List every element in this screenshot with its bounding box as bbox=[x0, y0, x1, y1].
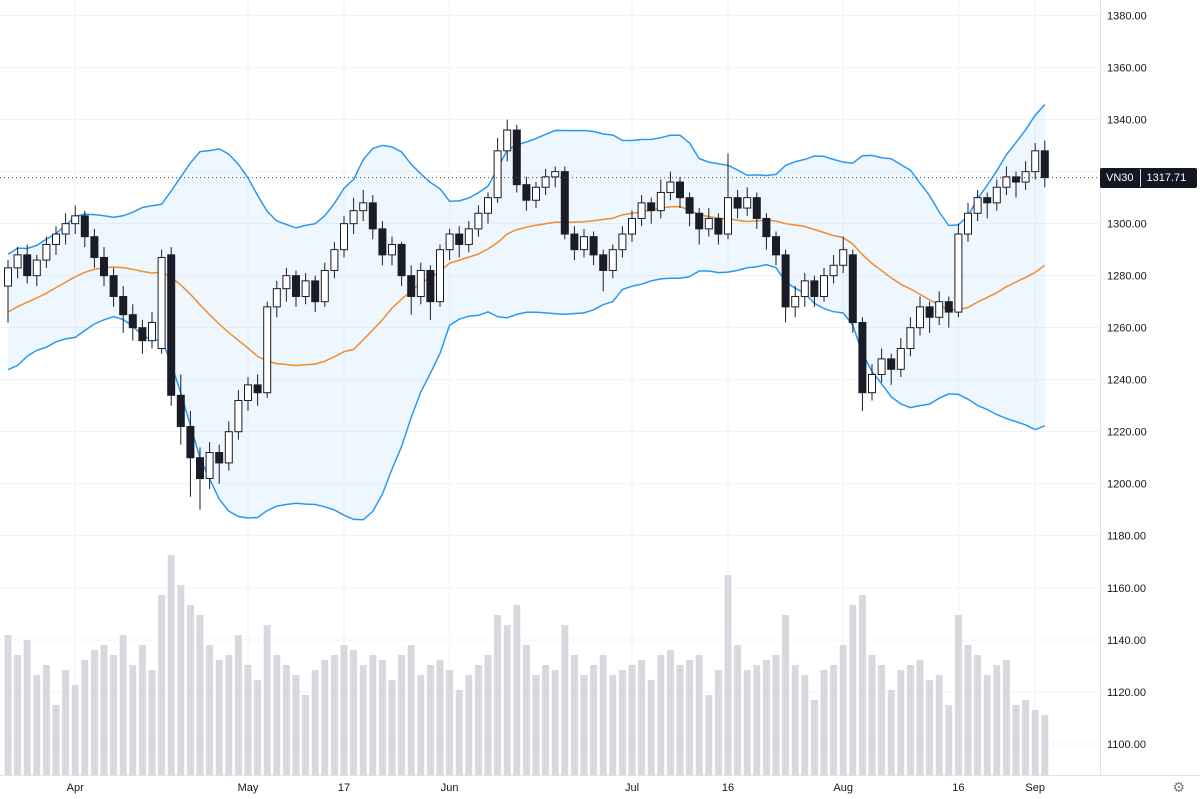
price-tick-label: 1140.00 bbox=[1107, 635, 1146, 647]
candle-series bbox=[4, 119, 1049, 510]
price-tick-label: 1280.00 bbox=[1107, 271, 1147, 283]
time-tick-label: Aug bbox=[833, 782, 853, 794]
last-price-badge: VN30 1317.71 bbox=[1100, 167, 1197, 188]
time-tick-label: Apr bbox=[67, 782, 84, 794]
bollinger-upper-line bbox=[7, 103, 1046, 255]
time-tick-label: 16 bbox=[952, 782, 964, 794]
time-tick-label: Jul bbox=[625, 782, 639, 794]
price-tick-label: 1260.00 bbox=[1107, 323, 1147, 335]
volume-series bbox=[4, 555, 1049, 775]
price-tick-label: 1100.00 bbox=[1107, 739, 1146, 751]
time-tick-label: Sep bbox=[1025, 782, 1045, 794]
time-tick-label: Jun bbox=[441, 782, 459, 794]
price-axis[interactable]: 1380.001360.001340.001320.001300.001280.… bbox=[1100, 0, 1147, 775]
settings-gear-icon[interactable]: ⚙ bbox=[1172, 779, 1185, 795]
time-tick-label: May bbox=[238, 782, 259, 794]
price-tick-label: 1120.00 bbox=[1107, 687, 1146, 699]
price-tick-label: 1160.00 bbox=[1107, 583, 1146, 595]
price-tick-label: 1360.00 bbox=[1107, 63, 1147, 75]
time-tick-label: 17 bbox=[338, 782, 350, 794]
last-price-value: 1317.71 bbox=[1146, 171, 1187, 184]
badge-divider bbox=[1139, 168, 1141, 187]
price-tick-label: 1220.00 bbox=[1107, 427, 1147, 439]
price-tick-label: 1180.00 bbox=[1107, 531, 1146, 543]
bollinger-basis-line bbox=[7, 206, 1046, 367]
price-tick-label: 1380.00 bbox=[1107, 11, 1147, 23]
price-tick-label: 1200.00 bbox=[1107, 479, 1147, 491]
price-tick-label: 1340.00 bbox=[1107, 115, 1147, 127]
time-tick-label: 16 bbox=[722, 782, 734, 794]
symbol-label: VN30 bbox=[1106, 171, 1134, 184]
time-axis[interactable]: Apr May 17 Jun Jul 16 Aug 16 Sep bbox=[0, 775, 1200, 795]
price-tick-label: 1240.00 bbox=[1107, 375, 1147, 387]
price-tick-label: 1300.00 bbox=[1107, 219, 1147, 231]
